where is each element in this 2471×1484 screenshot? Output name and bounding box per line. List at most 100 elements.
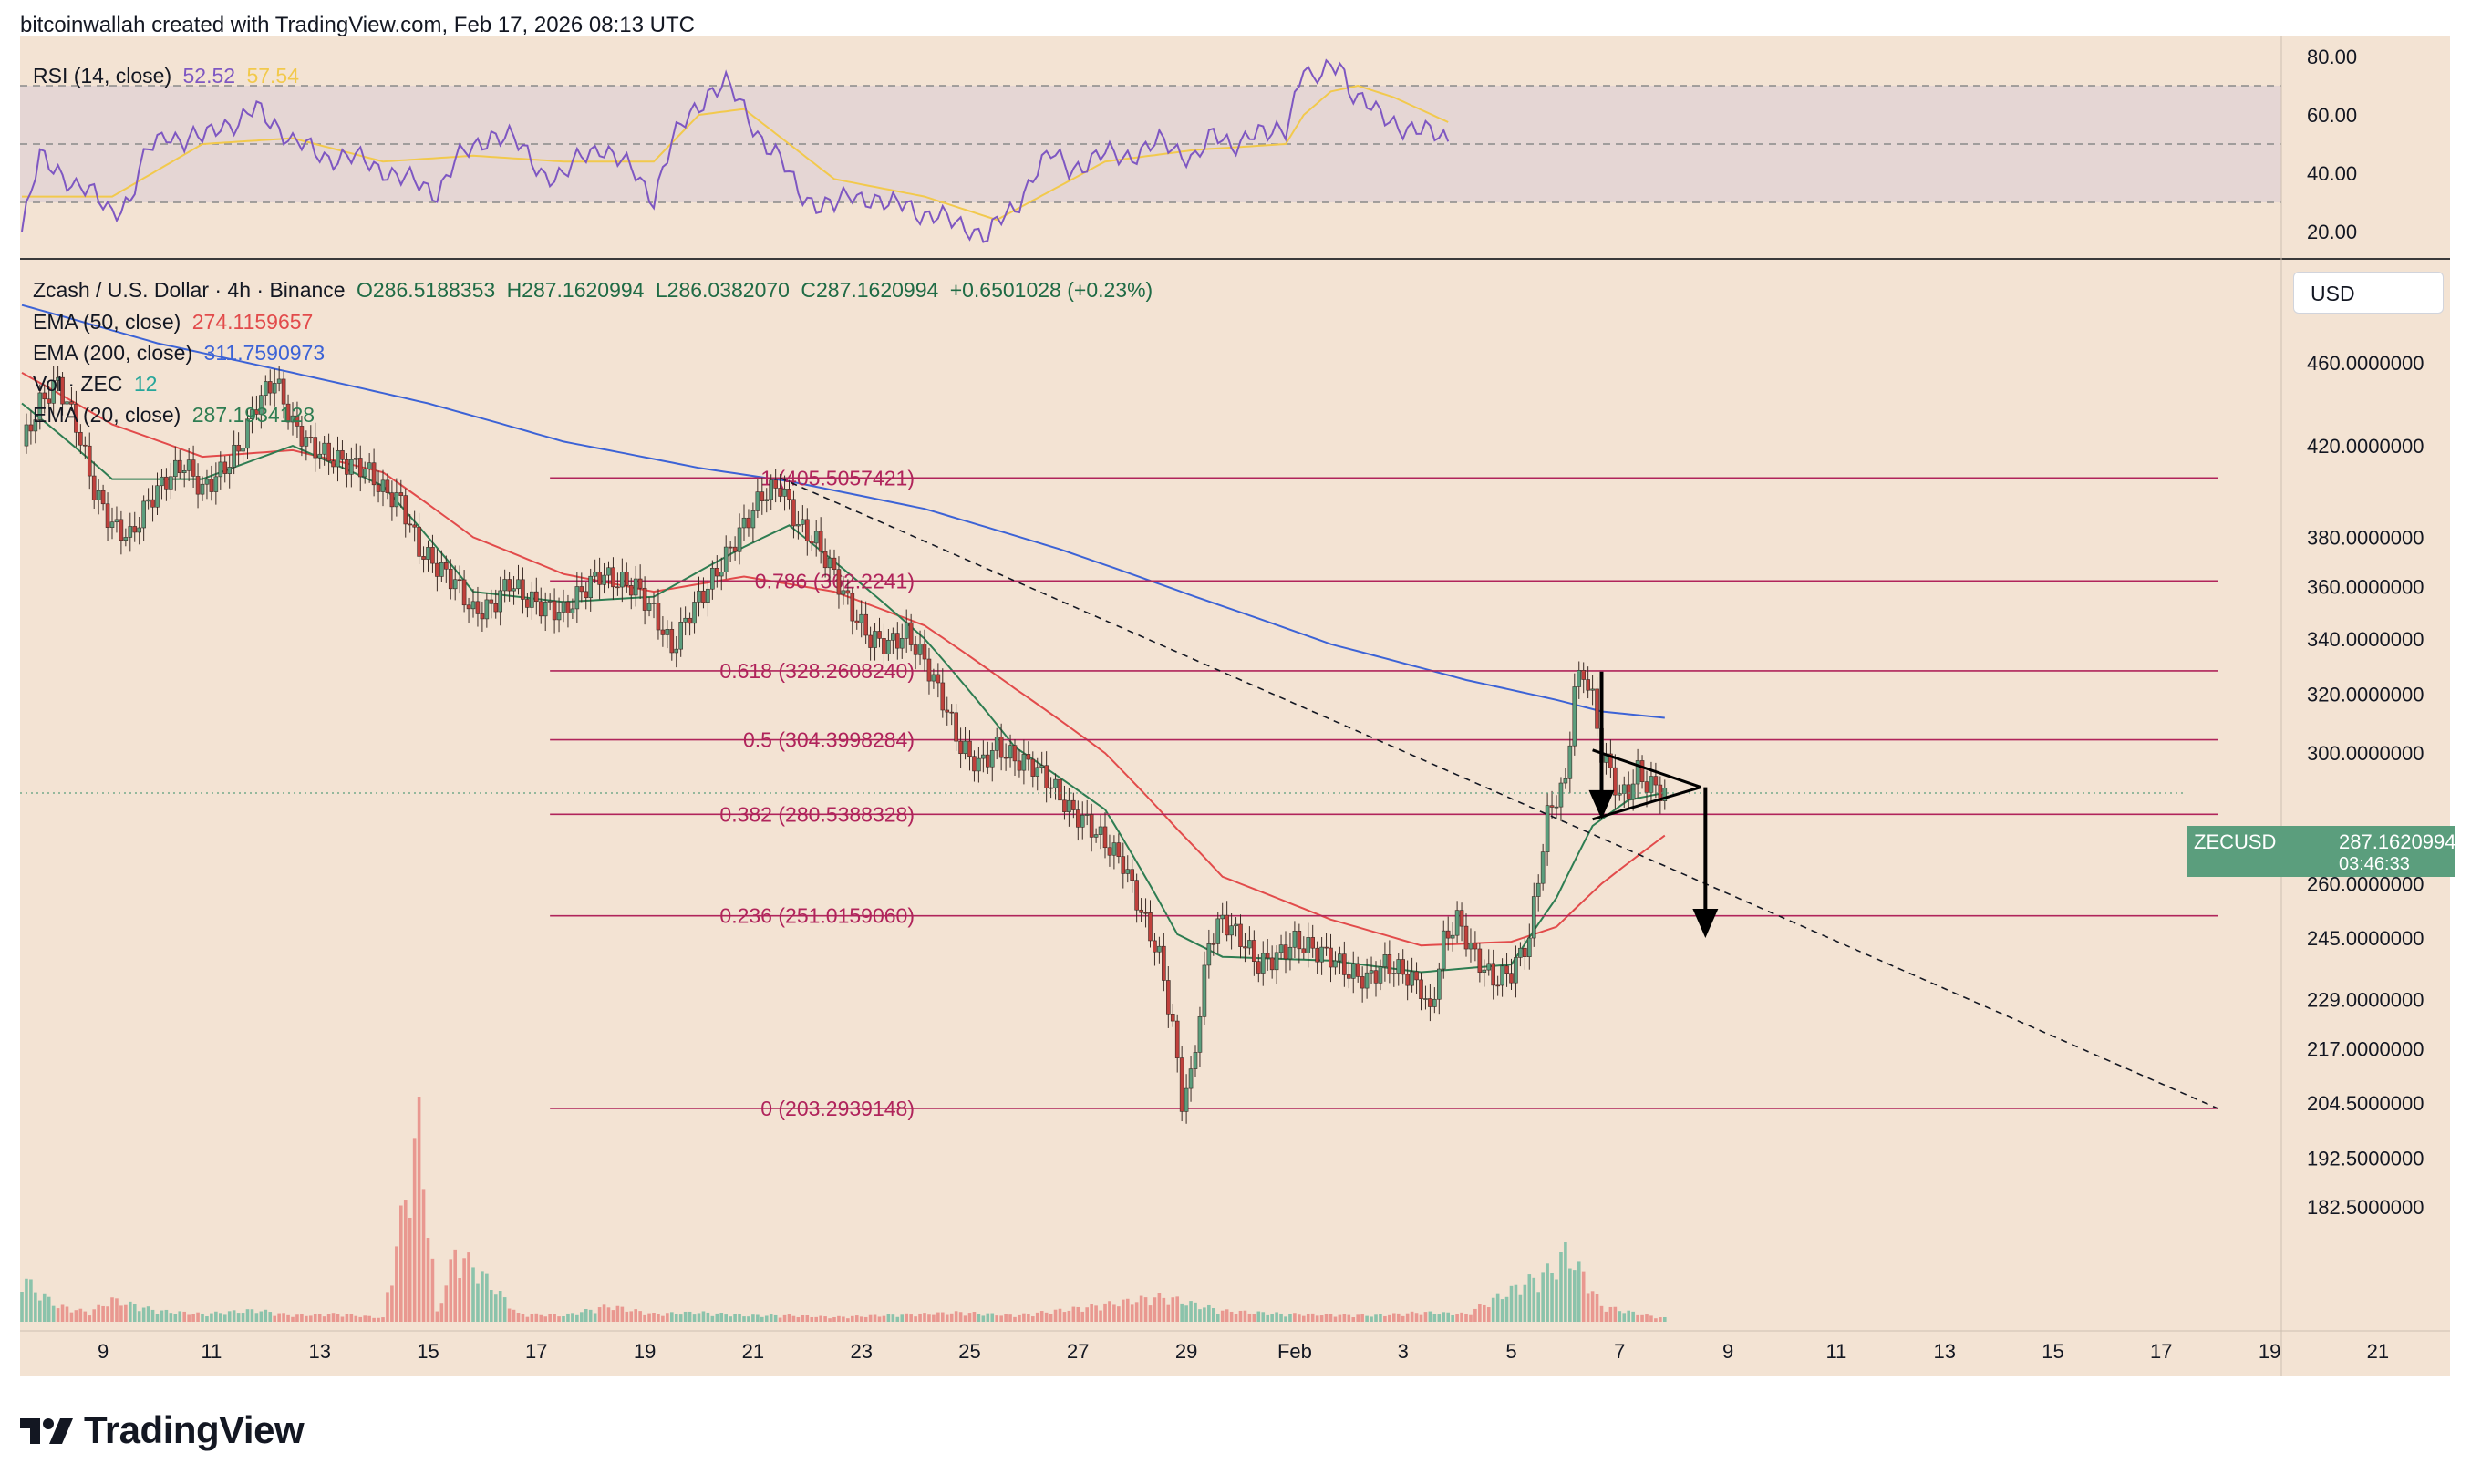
- candle: [1008, 734, 1013, 768]
- volume-bar: [430, 1258, 435, 1322]
- candle-body: [1360, 976, 1365, 989]
- volume-bar: [1094, 1305, 1098, 1322]
- candle: [1549, 790, 1555, 819]
- candle-body: [91, 475, 97, 500]
- candle-body: [674, 648, 679, 654]
- candle: [502, 569, 507, 603]
- candle: [538, 587, 543, 624]
- volume-bar: [584, 1309, 588, 1322]
- volume-bar: [1640, 1314, 1644, 1322]
- volume-bar: [1175, 1296, 1179, 1322]
- candle-body: [1039, 765, 1044, 768]
- candle: [669, 621, 675, 661]
- candle-body: [1523, 947, 1527, 957]
- drawings[interactable]: [20, 477, 2218, 1109]
- volume-bar: [1035, 1312, 1039, 1322]
- candle: [1347, 960, 1351, 989]
- candle: [931, 668, 936, 689]
- candle: [1039, 751, 1044, 774]
- candle: [222, 456, 228, 483]
- candle: [1067, 788, 1071, 827]
- volume-bar: [1130, 1304, 1134, 1322]
- symbol-name[interactable]: Zcash / U.S. Dollar · 4h · Binance: [33, 278, 346, 302]
- volume-legend[interactable]: Vol · ZEC 12: [33, 372, 162, 397]
- volume-bar: [615, 1305, 620, 1322]
- candle: [96, 479, 101, 515]
- candle-body: [813, 531, 819, 544]
- volume-bar: [995, 1315, 998, 1322]
- candle-body: [1093, 834, 1099, 838]
- candle: [146, 488, 150, 510]
- candle: [141, 495, 146, 541]
- volume-bar: [20, 1292, 24, 1322]
- volume-bar: [313, 1314, 317, 1322]
- bar-countdown: 03:46:33: [2339, 854, 2410, 874]
- candle-body: [778, 488, 782, 497]
- candle: [936, 663, 941, 698]
- candle-body: [1278, 944, 1284, 953]
- volume-bar: [1432, 1314, 1437, 1322]
- ema50-legend[interactable]: EMA (50, close) 274.1159657: [33, 310, 318, 335]
- fibonacci-retracement[interactable]: 1 (405.5057421)0.786 (362.2241)0.618 (32…: [550, 466, 2218, 1120]
- candle: [611, 557, 615, 600]
- candle: [850, 587, 855, 635]
- currency-selector[interactable]: USD: [2293, 272, 2444, 314]
- candle-body: [1450, 934, 1455, 939]
- candle-body: [624, 572, 629, 586]
- candle: [448, 559, 453, 600]
- time-tick-label: 9: [1722, 1340, 1733, 1363]
- candle: [882, 623, 886, 669]
- volume-bar: [1370, 1316, 1373, 1322]
- ema200-legend[interactable]: EMA (200, close) 311.7590973: [33, 341, 330, 366]
- volume-bar: [553, 1314, 556, 1322]
- candle-body: [719, 572, 724, 577]
- candle-body: [60, 376, 65, 405]
- candle-body: [1121, 856, 1126, 874]
- candle: [357, 445, 363, 492]
- candle-body: [1373, 970, 1379, 984]
- candle: [1256, 954, 1261, 983]
- candle-body: [204, 479, 210, 485]
- candle-body: [259, 395, 264, 415]
- candle: [56, 366, 60, 392]
- volume-bar: [83, 1311, 88, 1322]
- volume-bar: [733, 1314, 737, 1322]
- candle-body: [1563, 778, 1568, 784]
- volume-bar: [399, 1205, 403, 1322]
- candle-body: [593, 572, 597, 577]
- candle-body: [998, 737, 1004, 758]
- candle: [1635, 748, 1640, 799]
- candle: [533, 577, 539, 615]
- candle-body: [1297, 931, 1302, 950]
- volume-bar: [1134, 1302, 1139, 1322]
- volume-bar: [155, 1314, 160, 1322]
- volume-bar: [1243, 1310, 1247, 1322]
- candle: [119, 510, 124, 555]
- candle: [276, 366, 282, 392]
- candle-body: [1473, 942, 1478, 950]
- candle: [42, 384, 47, 414]
- volume-bar: [1189, 1301, 1193, 1322]
- candle: [1157, 936, 1162, 964]
- candle: [1324, 933, 1329, 956]
- candle: [263, 375, 268, 406]
- candle: [723, 535, 729, 580]
- candle-body: [1329, 947, 1333, 968]
- candle-body: [1649, 776, 1654, 793]
- candle: [543, 592, 548, 632]
- candle-body: [1482, 969, 1487, 973]
- candle: [1477, 943, 1483, 983]
- volume-bar: [877, 1316, 882, 1322]
- volume-bar: [1541, 1272, 1545, 1322]
- volume-bar: [854, 1315, 859, 1322]
- volume-bar: [530, 1314, 534, 1322]
- ema20-legend[interactable]: EMA (20, close) 287.1934128: [33, 403, 320, 428]
- candle-body: [660, 629, 666, 635]
- candle-body: [570, 608, 575, 613]
- candle: [452, 565, 458, 601]
- candle: [1071, 792, 1076, 819]
- candle-body: [1324, 946, 1329, 949]
- tradingview-logo[interactable]: TradingView: [20, 1408, 305, 1452]
- volume-bar: [729, 1316, 732, 1322]
